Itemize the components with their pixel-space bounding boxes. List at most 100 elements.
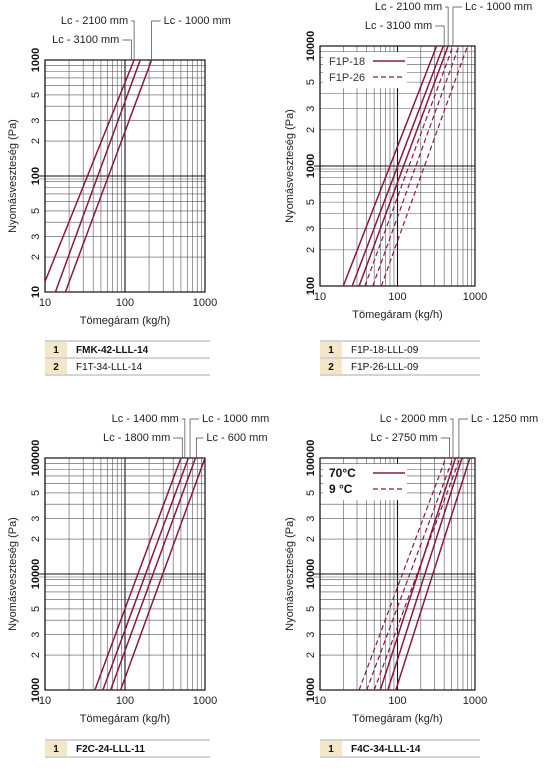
table-number-cell (320, 741, 342, 756)
annotation-leader (445, 6, 449, 46)
annotation-leader (181, 418, 186, 458)
y-tick-label: 3 (30, 516, 42, 522)
length-annotation: Lc - 2750 mm (370, 432, 437, 444)
length-annotation: Lc - 1400 mm (112, 413, 179, 425)
series-group (342, 46, 469, 286)
y-tick-label: 3 (305, 106, 317, 112)
series-line-6 (380, 46, 469, 286)
y-tick-label: 5 (30, 92, 42, 98)
y-tick-labels: 1000 2 3 5 10000 2 3 5 100000 (30, 440, 42, 703)
plot-frame (319, 45, 476, 287)
x-tick-label: 1000 (193, 695, 217, 707)
legend: 70°C 9 °C (323, 464, 407, 500)
y-tick-label: 10 (30, 286, 42, 298)
series-line-3 (358, 46, 449, 286)
y-tick-label: 1000 (305, 154, 317, 178)
model-table: 1 FMK-42-LLL-14 2 F1T-34-LLL-14 (45, 340, 210, 376)
y-tick-label: 3 (30, 234, 42, 240)
x-axis-label: Tömegáram (kg/h) (352, 713, 442, 725)
y-tick-label: 3 (305, 226, 317, 232)
table-number: 2 (53, 362, 59, 373)
grid (39, 60, 205, 293)
y-tick-label: 100000 (30, 440, 42, 477)
y-tick-label: 100 (305, 277, 317, 295)
table-number-cell (320, 342, 342, 357)
annotation-leader (449, 418, 454, 458)
series-line-1 (94, 458, 182, 690)
chart-1: 10 2 3 5 100 2 3 5 1000 10 100 1000 Tömegáram (kg/h)… (7, 15, 231, 376)
length-annotation: Lc - 2100 mm (375, 1, 442, 13)
x-tick-label: 1000 (463, 695, 487, 707)
table-model-name: F1T-34-LLL-14 (76, 362, 143, 373)
legend-label: 70°C (329, 466, 356, 480)
y-tick-label: 10000 (30, 559, 42, 590)
y-tick-label: 2 (30, 652, 42, 658)
x-tick-label: 10 (314, 291, 326, 303)
length-annotation: Lc - 1000 mm (465, 1, 532, 13)
table-number: 1 (328, 744, 334, 755)
model-table: 1 F4C-34-LLL-14 (320, 739, 480, 758)
series-line-5 (372, 46, 460, 286)
annotation-leader (452, 6, 462, 46)
y-tick-label: 2 (30, 138, 42, 144)
y-tick-label: 2 (30, 536, 42, 542)
annotations: Lc - 1400 mm Lc - 1800 mm Lc - 1000 mm Lc -… (103, 413, 269, 458)
annotation-leader (435, 25, 445, 46)
annotations: Lc - 2100 mm Lc - 3100 mm Lc - 1000 mm (52, 15, 231, 60)
y-tick-label: 2 (305, 652, 317, 658)
legend-label: F1P-26 (329, 72, 365, 84)
plot-frame (319, 457, 476, 691)
length-annotation: Lc - 600 mm (206, 432, 267, 444)
x-tick-label: 100 (388, 291, 406, 303)
x-axis-label: Tömegáram (kg/h) (80, 315, 170, 327)
x-tick-label: 10 (314, 695, 326, 707)
y-tick-label: 3 (305, 516, 317, 522)
annotation-leader (440, 437, 450, 458)
x-tick-label: 100 (388, 695, 406, 707)
x-tick-label: 100 (116, 297, 134, 309)
y-tick-label: 5 (305, 606, 317, 612)
annotation-leader (173, 437, 183, 458)
y-axis-label: Nyomásveszteség (Pa) (7, 119, 19, 233)
x-axis-label: Tömegáram (kg/h) (80, 713, 170, 725)
table-model-name: FMK-42-LLL-14 (76, 345, 149, 356)
series-line-4 (364, 46, 454, 286)
x-tick-labels: 10 100 1000 (314, 695, 487, 707)
length-annotation: Lc - 1250 mm (471, 413, 538, 425)
y-tick-label: 2 (305, 127, 317, 133)
y-tick-labels: 1000 2 3 5 10000 2 3 5 100000 (305, 440, 317, 703)
annotation-leader (122, 39, 132, 60)
length-annotation: Lc - 3100 mm (365, 20, 432, 32)
annotation-leader (131, 20, 135, 60)
table-number: 2 (328, 362, 334, 373)
grid (314, 458, 475, 691)
series-line-3 (395, 458, 471, 690)
table-number-cell (45, 342, 67, 357)
series-line-1 (379, 458, 457, 690)
annotation-leader (151, 20, 161, 60)
plot-frame (44, 457, 206, 691)
length-annotation: Lc - 2100 mm (61, 15, 128, 27)
annotation-leader (458, 418, 468, 458)
table-model-name: F2C-24-LLL-11 (76, 744, 145, 755)
series-line-2 (54, 60, 141, 292)
x-tick-label: 1000 (463, 291, 487, 303)
annotations: Lc - 2100 mm Lc - 3100 mm Lc - 1000 mm (365, 1, 532, 46)
legend: F1P-18 F1P-26 (323, 52, 407, 88)
table-model-name: F4C-34-LLL-14 (351, 744, 421, 755)
plot-frame (44, 59, 206, 293)
annotation-leader (196, 437, 204, 458)
table-number-cell (45, 359, 67, 374)
series-line-2 (351, 46, 445, 286)
x-tick-labels: 10 100 1000 (314, 291, 487, 303)
y-tick-label: 2 (30, 254, 42, 260)
y-tick-label: 10000 (305, 31, 317, 62)
y-tick-label: 5 (305, 490, 317, 496)
y-tick-label: 5 (30, 606, 42, 612)
series-group (358, 458, 471, 690)
table-number-cell (320, 359, 342, 374)
length-annotation: Lc - 1000 mm (202, 413, 269, 425)
table-model-name: F1P-18-LLL-09 (351, 345, 419, 356)
y-tick-label: 100000 (305, 440, 317, 477)
